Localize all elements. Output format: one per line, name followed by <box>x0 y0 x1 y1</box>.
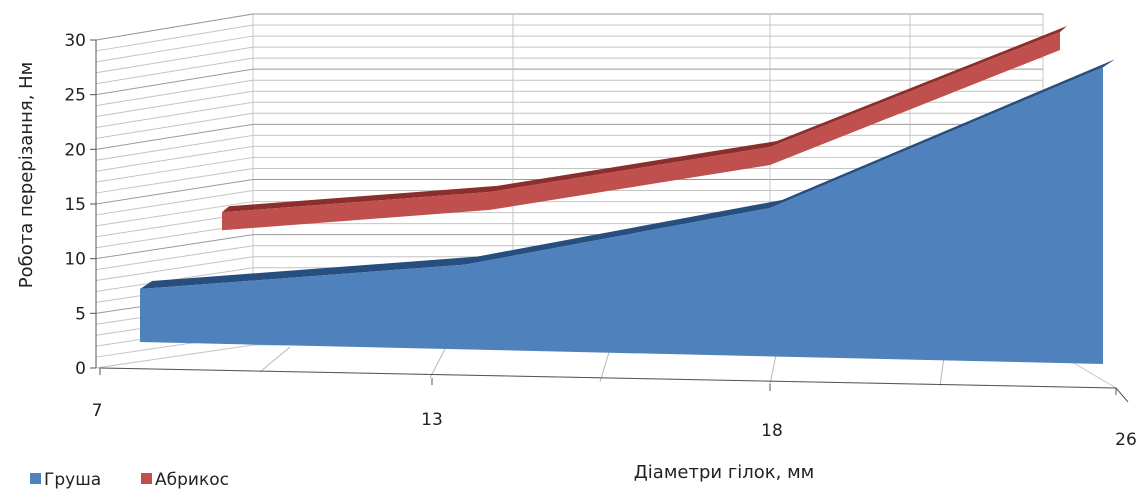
floor-gridline <box>259 346 291 373</box>
y-axis-title: Робота перерізання, Нм <box>16 62 37 289</box>
side-gridline <box>95 112 254 139</box>
side-gridline <box>95 57 254 85</box>
x-tick-label: 7 <box>92 401 103 421</box>
side-gridline <box>95 35 254 63</box>
legend: Груша Абрикос <box>30 470 229 490</box>
series-area <box>222 32 1060 231</box>
legend-swatch <box>30 473 41 484</box>
y-tick-label: 30 <box>64 31 86 51</box>
side-gridline <box>95 256 254 282</box>
side-gridline <box>95 123 254 150</box>
y-tick-label: 25 <box>64 86 86 106</box>
legend-label: Груша <box>44 470 101 490</box>
side-gridline <box>95 145 254 172</box>
side-gridline <box>95 101 254 128</box>
legend-swatch <box>141 473 152 484</box>
y-tick-label: 15 <box>64 195 86 215</box>
side-gridline <box>95 46 254 74</box>
side-gridline <box>95 234 254 260</box>
side-gridline <box>95 134 254 161</box>
side-gridline <box>95 90 254 118</box>
side-gridline <box>95 156 254 183</box>
series-area <box>140 67 1103 364</box>
side-gridline <box>95 201 254 227</box>
side-gridline <box>95 24 254 52</box>
side-gridline <box>95 167 254 194</box>
x-axis-title: Діаметри гілок, мм <box>634 462 815 483</box>
x-axis-line <box>99 367 1117 389</box>
side-gridline <box>95 190 254 216</box>
side-gridline <box>95 245 254 271</box>
x-tick-label: 18 <box>761 421 783 441</box>
side-gridline <box>95 79 254 107</box>
legend-label: Абрикос <box>155 470 229 490</box>
y-tick-label: 20 <box>64 140 86 160</box>
x-tick-labels: 7 13 18 26 <box>92 368 1137 450</box>
x-axis-end <box>1115 387 1129 403</box>
y-tick-label: 5 <box>75 304 86 324</box>
x-tick-label: 13 <box>421 410 443 430</box>
floor-gridline <box>599 348 611 383</box>
y-tick-labels: 0 5 10 15 20 25 30 <box>64 31 96 379</box>
floor-gridline <box>429 348 446 379</box>
y-tick-label: 0 <box>75 359 86 379</box>
side-gridline <box>95 13 254 41</box>
x-tick-label: 26 <box>1115 430 1137 450</box>
side-gridline <box>95 179 254 205</box>
series-layer <box>140 26 1115 364</box>
side-gridline <box>95 68 254 96</box>
y-tick-label: 10 <box>64 250 86 270</box>
